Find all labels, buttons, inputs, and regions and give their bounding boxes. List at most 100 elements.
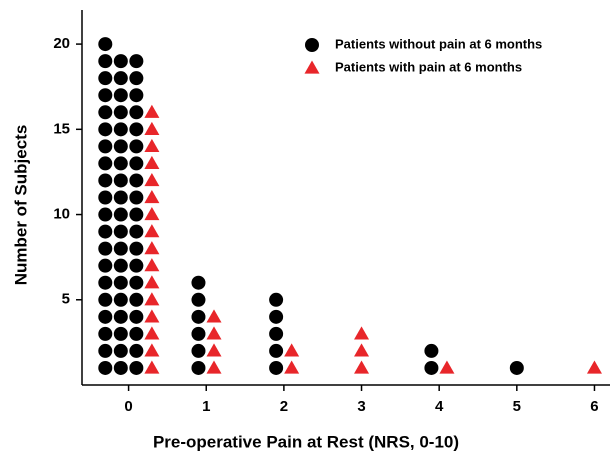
point <box>191 309 206 324</box>
x-tick-label: 1 <box>202 398 210 415</box>
point <box>191 360 206 375</box>
point <box>144 172 160 187</box>
point <box>144 138 160 152</box>
point <box>144 275 160 289</box>
point <box>113 173 128 188</box>
point <box>206 309 222 323</box>
point <box>129 105 144 120</box>
point <box>113 292 128 307</box>
point <box>206 343 222 357</box>
point <box>98 139 113 154</box>
point <box>129 173 144 188</box>
point <box>354 360 370 374</box>
point <box>354 326 370 340</box>
point <box>113 156 128 171</box>
x-tick-label: 2 <box>280 398 288 415</box>
point <box>98 309 113 324</box>
point <box>129 343 144 358</box>
x-tick-label: 5 <box>513 398 521 415</box>
point <box>129 275 144 290</box>
point <box>144 241 160 255</box>
legend-label: Patients with pain at 6 months <box>335 59 522 74</box>
point <box>129 139 144 154</box>
point <box>113 326 128 341</box>
point <box>354 343 370 357</box>
point <box>206 360 222 374</box>
point <box>98 173 113 188</box>
point <box>284 343 300 357</box>
point <box>98 88 113 103</box>
point <box>113 105 128 120</box>
point <box>144 190 160 204</box>
point <box>424 360 439 375</box>
point <box>113 190 128 205</box>
point <box>98 156 113 171</box>
point <box>129 54 144 69</box>
point <box>144 360 160 374</box>
point <box>98 207 113 222</box>
point <box>509 360 524 375</box>
point <box>113 207 128 222</box>
point <box>129 258 144 273</box>
point <box>206 326 222 340</box>
point <box>144 121 160 135</box>
point <box>144 224 160 238</box>
point <box>144 343 160 357</box>
point <box>129 360 144 375</box>
point <box>113 275 128 290</box>
point <box>98 54 113 69</box>
point <box>129 190 144 205</box>
x-tick-label: 3 <box>357 398 365 415</box>
y-tick-label: 20 <box>53 35 70 52</box>
point <box>284 360 300 374</box>
point <box>98 292 113 307</box>
point <box>269 343 284 358</box>
point <box>98 37 113 52</box>
y-tick-label: 15 <box>53 120 70 137</box>
point <box>129 156 144 171</box>
point <box>113 241 128 256</box>
point <box>144 207 160 221</box>
point <box>98 122 113 137</box>
point <box>424 343 439 358</box>
point <box>98 326 113 341</box>
point <box>98 224 113 239</box>
x-tick-label: 6 <box>590 398 598 415</box>
point <box>113 258 128 273</box>
point <box>113 122 128 137</box>
point <box>144 326 160 340</box>
point <box>98 105 113 120</box>
point <box>586 360 602 374</box>
point <box>439 360 455 374</box>
point <box>269 292 284 307</box>
point <box>129 309 144 324</box>
point <box>113 71 128 86</box>
point <box>98 343 113 358</box>
y-tick-label: 10 <box>53 206 70 223</box>
point <box>144 309 160 323</box>
point <box>113 309 128 324</box>
y-tick-label: 5 <box>62 291 70 308</box>
point <box>129 71 144 86</box>
point <box>113 224 128 239</box>
point <box>98 258 113 273</box>
point <box>113 343 128 358</box>
point <box>144 292 160 306</box>
legend-marker <box>304 60 320 74</box>
point <box>129 326 144 341</box>
point <box>129 224 144 239</box>
point <box>129 122 144 137</box>
point <box>129 292 144 307</box>
point <box>98 71 113 86</box>
point <box>191 292 206 307</box>
point <box>98 360 113 375</box>
point <box>191 343 206 358</box>
point <box>98 190 113 205</box>
y-axis-title: Number of Subjects <box>11 125 30 286</box>
legend-label: Patients without pain at 6 months <box>335 36 542 51</box>
point <box>129 207 144 222</box>
point <box>113 54 128 69</box>
point <box>144 258 160 272</box>
point <box>129 88 144 103</box>
